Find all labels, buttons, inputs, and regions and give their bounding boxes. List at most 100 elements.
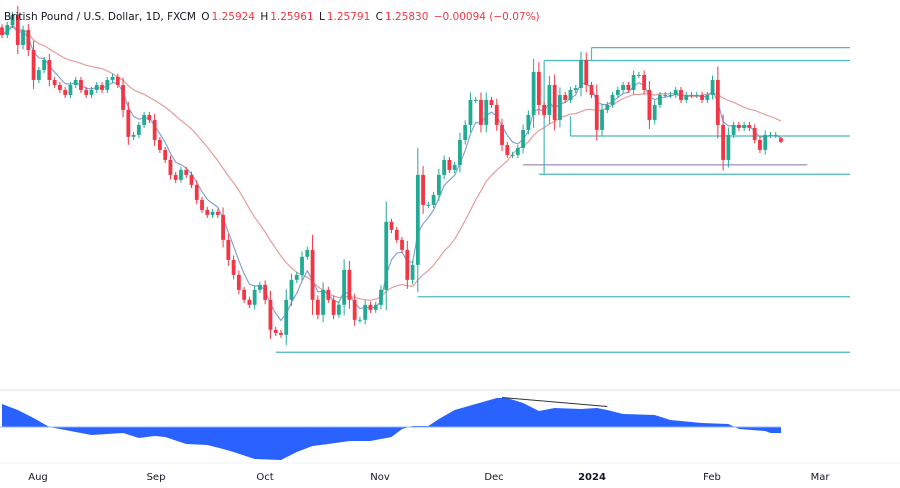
candle[interactable] <box>410 260 415 285</box>
candle[interactable] <box>610 91 615 109</box>
candle[interactable] <box>142 111 147 129</box>
candle[interactable] <box>158 136 162 154</box>
candle[interactable] <box>515 144 520 158</box>
candle[interactable] <box>747 121 752 132</box>
candle[interactable] <box>384 201 389 311</box>
candle[interactable] <box>305 246 310 260</box>
candle[interactable] <box>263 280 268 305</box>
candle[interactable] <box>679 86 683 104</box>
candle[interactable] <box>363 300 368 325</box>
candle[interactable] <box>636 71 641 79</box>
candle[interactable] <box>768 131 773 139</box>
candle[interactable] <box>268 290 273 339</box>
candle[interactable] <box>705 91 710 104</box>
candle[interactable] <box>684 91 689 104</box>
candle[interactable] <box>458 132 462 173</box>
candle[interactable] <box>621 81 625 94</box>
candle[interactable] <box>484 92 489 133</box>
candle[interactable] <box>715 66 720 139</box>
candle[interactable] <box>152 113 157 146</box>
candle[interactable] <box>205 206 210 218</box>
candle[interactable] <box>63 86 68 99</box>
candle[interactable] <box>726 127 731 168</box>
candle[interactable] <box>468 92 473 133</box>
candle[interactable] <box>752 124 757 144</box>
candle[interactable] <box>542 101 547 119</box>
candle[interactable] <box>547 75 552 124</box>
candle[interactable] <box>773 131 778 139</box>
candle[interactable] <box>600 103 604 136</box>
candle[interactable] <box>510 151 515 158</box>
candle[interactable] <box>15 6 20 54</box>
candle[interactable] <box>147 111 152 124</box>
candle[interactable] <box>479 92 483 133</box>
candle[interactable] <box>279 329 283 338</box>
candle[interactable] <box>658 91 662 109</box>
candle[interactable] <box>368 301 373 313</box>
candle[interactable] <box>531 58 536 128</box>
candle[interactable] <box>758 136 762 154</box>
candle[interactable] <box>568 86 573 104</box>
candle[interactable] <box>605 101 610 114</box>
candle[interactable] <box>494 98 499 131</box>
candle[interactable] <box>68 81 73 99</box>
candle[interactable] <box>0 24 4 39</box>
candle[interactable] <box>779 136 783 144</box>
candle[interactable] <box>336 301 341 318</box>
candle[interactable] <box>700 91 704 104</box>
candle[interactable] <box>668 91 673 99</box>
candle[interactable] <box>710 75 715 100</box>
candle[interactable] <box>326 286 331 303</box>
candle[interactable] <box>89 86 94 99</box>
candle[interactable] <box>294 271 299 283</box>
candle[interactable] <box>521 124 525 154</box>
candle[interactable] <box>694 91 699 99</box>
candle[interactable] <box>347 260 352 309</box>
candle[interactable] <box>94 81 99 94</box>
candle[interactable] <box>352 293 357 326</box>
candle[interactable] <box>310 234 315 315</box>
candle[interactable] <box>136 121 141 139</box>
candle[interactable] <box>563 91 568 104</box>
candle[interactable] <box>447 156 452 173</box>
candle[interactable] <box>289 273 294 306</box>
candle[interactable] <box>168 155 173 180</box>
candle[interactable] <box>179 166 183 183</box>
candle[interactable] <box>21 25 25 50</box>
candle[interactable] <box>315 295 320 320</box>
candle[interactable] <box>473 96 478 104</box>
candle[interactable] <box>463 120 468 145</box>
candle[interactable] <box>452 161 457 173</box>
candle[interactable] <box>594 84 599 141</box>
candle[interactable] <box>389 218 394 233</box>
candle[interactable] <box>26 23 31 56</box>
candle[interactable] <box>110 73 115 84</box>
candle[interactable] <box>284 289 289 346</box>
candle[interactable] <box>673 86 678 99</box>
candle[interactable] <box>358 316 362 323</box>
candle[interactable] <box>647 80 652 129</box>
candle[interactable] <box>73 76 78 89</box>
candle[interactable] <box>552 74 557 131</box>
candle[interactable] <box>131 131 136 140</box>
candle[interactable] <box>584 52 589 93</box>
candle[interactable] <box>379 285 383 310</box>
candle[interactable] <box>105 76 110 94</box>
candle[interactable] <box>689 91 694 99</box>
candle[interactable] <box>252 285 257 310</box>
candle[interactable] <box>589 81 594 99</box>
candle[interactable] <box>663 91 668 99</box>
candle[interactable] <box>47 53 52 86</box>
candle[interactable] <box>742 121 747 132</box>
candle[interactable] <box>631 70 636 95</box>
candle[interactable] <box>52 76 57 89</box>
candle[interactable] <box>615 86 620 99</box>
candle[interactable] <box>721 114 726 171</box>
candle[interactable] <box>57 81 62 94</box>
candle[interactable] <box>731 121 736 139</box>
candle[interactable] <box>331 295 336 320</box>
candle[interactable] <box>426 201 431 208</box>
candle[interactable] <box>231 255 236 280</box>
candle[interactable] <box>642 70 647 95</box>
